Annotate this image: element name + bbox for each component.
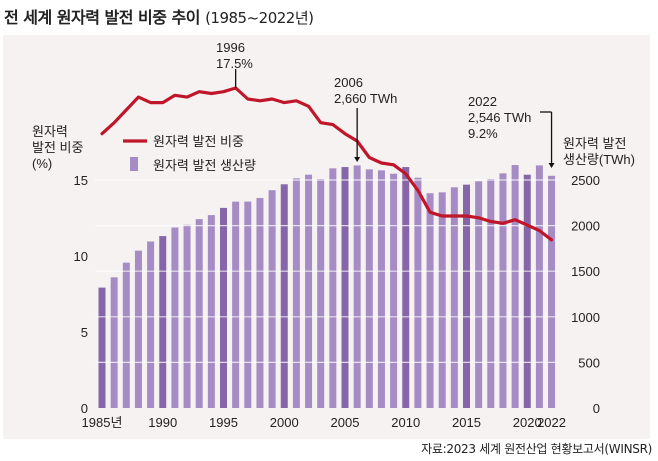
bar-2019 [511, 165, 519, 408]
chart-title-sub: (1985~2022년) [205, 9, 314, 27]
left-axis-label-line: 발전 비중 [32, 140, 83, 155]
bar-2020 [523, 174, 531, 408]
axes: 0 5 10 15 0 500 1000 1500 2000 2500 1985년 1990 1995 2… [32, 124, 635, 430]
legend-label-output: 원자력 발전 생산량 [153, 158, 256, 173]
right-tick-500: 500 [578, 355, 600, 370]
bar-1989 [147, 241, 155, 408]
bar-2011 [414, 177, 422, 408]
source-note: 자료:2023 세계 원전산업 현황보고서(WINSR) [421, 442, 652, 456]
annotation-2006-arrowhead [354, 157, 361, 162]
bar-2004 [329, 168, 337, 408]
bar-1997 [244, 201, 252, 408]
left-tick-10: 10 [74, 249, 88, 264]
bar-1996 [232, 201, 240, 408]
annotation-2022-text: 2022 [468, 94, 497, 109]
bar-2016 [475, 181, 483, 408]
bar-2017 [487, 178, 495, 408]
x-tick-2010: 2010 [391, 415, 420, 430]
x-tick-1985: 1985년 [82, 415, 123, 430]
legend-bar-icon [130, 157, 138, 171]
gridlines [95, 179, 558, 363]
annotation-2022-text: 9.2% [468, 126, 498, 141]
bar-2021 [535, 165, 543, 408]
bar-2022 [548, 175, 556, 408]
right-tick-2000: 2000 [571, 219, 600, 234]
annotation-2006-text: 2,660 TWh [334, 91, 397, 106]
bar-2015 [463, 184, 470, 408]
annotation-2022-text: 2,546 TWh [468, 110, 531, 125]
bar-2013 [438, 192, 446, 408]
bar-2007 [365, 169, 373, 408]
bar-2006 [353, 165, 361, 408]
bar-1986 [110, 277, 118, 408]
bar-1991 [171, 227, 179, 408]
bar-2018 [499, 173, 507, 408]
right-tick-0: 0 [593, 401, 600, 416]
bar-2002 [305, 174, 313, 408]
right-tick-2500: 2500 [571, 173, 600, 188]
left-axis-label-line: (%) [32, 156, 52, 171]
annotation-1996-text: 1996 [216, 40, 245, 55]
bar-2012 [426, 193, 434, 408]
right-tick-1500: 1500 [571, 264, 600, 279]
bar-1990 [159, 236, 167, 408]
bar-2001 [292, 178, 300, 408]
x-tick-1995: 1995 [209, 415, 238, 430]
left-tick-5: 5 [81, 325, 88, 340]
bar-2008 [377, 170, 385, 408]
right-axis-label-line: 원자력 발전 [563, 136, 626, 151]
bar-series [98, 165, 556, 408]
left-tick-15: 15 [74, 173, 88, 188]
right-axis-label-line: 생산량(TWh) [563, 152, 635, 167]
line-series [100, 86, 554, 242]
bar-1999 [268, 190, 276, 408]
bar-2014 [450, 187, 458, 408]
x-tick-2022: 2022 [537, 415, 566, 430]
bar-2010 [402, 167, 410, 408]
bar-1988 [134, 250, 142, 408]
x-tick-2000: 2000 [270, 415, 299, 430]
x-tick-2005: 2005 [331, 415, 360, 430]
bar-1995 [220, 207, 227, 408]
bar-1998 [256, 197, 264, 408]
bar-1987 [122, 262, 130, 408]
bar-2003 [317, 178, 325, 408]
annotation-2006-text: 2006 [334, 75, 363, 90]
annotation-2022-arrowhead [548, 163, 555, 168]
legend-label-share: 원자력 발전 비중 [153, 134, 244, 149]
x-tick-2015: 2015 [452, 415, 481, 430]
chart-title-main: 전 세계 원자력 발전 비중 추이 [4, 8, 201, 27]
left-axis-label-line: 원자력 [32, 124, 68, 139]
right-tick-1000: 1000 [571, 310, 600, 325]
x-tick-2020: 2020 [513, 415, 542, 430]
bar-1993 [195, 219, 203, 408]
bar-1985 [98, 287, 106, 408]
annotation-1996-text: 17.5% [216, 56, 253, 71]
share-line [100, 86, 554, 242]
x-tick-1990: 1990 [148, 415, 177, 430]
bar-2000 [280, 184, 288, 408]
bar-2005 [341, 167, 349, 408]
bar-1994 [207, 215, 215, 408]
chart-title: 전 세계 원자력 발전 비중 추이 (1985~2022년) [4, 4, 314, 28]
left-tick-0: 0 [81, 401, 88, 416]
bar-2009 [390, 173, 398, 408]
